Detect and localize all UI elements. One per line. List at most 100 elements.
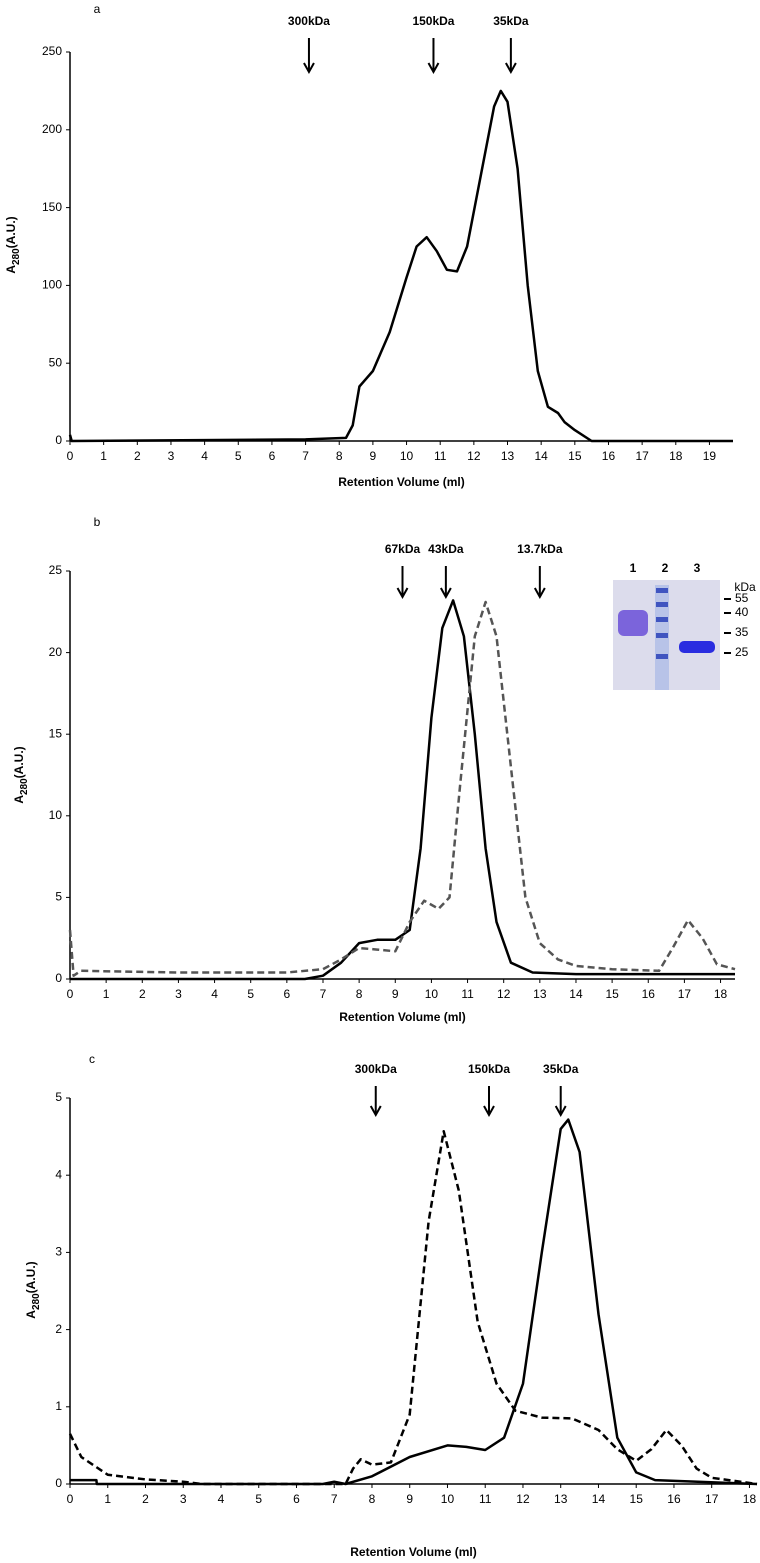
- x-tick-label: 9: [370, 449, 377, 463]
- x-tick-label: 16: [642, 987, 656, 1001]
- panel-label: b: [94, 515, 101, 529]
- y-tick-label: 4: [55, 1167, 62, 1181]
- x-tick-label: 4: [211, 987, 218, 1001]
- y-label-unit: (A.U.): [24, 1261, 38, 1293]
- x-tick-label: 18: [743, 1492, 757, 1506]
- panel-label: c: [89, 1052, 95, 1066]
- x-tick-label: 1: [104, 1492, 111, 1506]
- x-tick-label: 8: [369, 1492, 376, 1506]
- x-tick-label: 1: [103, 987, 110, 1001]
- y-tick-label: 10: [49, 808, 63, 822]
- marker-label: 300kDa: [355, 1062, 397, 1076]
- marker-arrowhead: [439, 587, 452, 600]
- marker-label: 13.7kDa: [517, 542, 563, 556]
- y-tick-label: 250: [42, 44, 62, 58]
- line-series: [70, 599, 735, 981]
- y-tick-label: 2: [55, 1322, 62, 1336]
- y-tick-label: 50: [49, 355, 63, 369]
- x-tick-label: 4: [218, 1492, 225, 1506]
- x-tick-label: 14: [592, 1492, 606, 1506]
- marker-arrowhead: [369, 1105, 382, 1118]
- x-tick-label: 6: [269, 449, 276, 463]
- y-tick-label: 0: [55, 1476, 62, 1490]
- gel-ladder-band: [656, 617, 668, 622]
- x-axis-label: Retention Volume (ml): [339, 1010, 465, 1024]
- y-tick-label: 15: [49, 726, 63, 740]
- gel-size-label: 35: [735, 625, 749, 639]
- x-axis-label: Retention Volume (ml): [350, 1545, 476, 1559]
- x-tick-label: 4: [201, 449, 208, 463]
- y-axis-label: A280(A.U.): [12, 746, 29, 803]
- y-label-main: A: [24, 1310, 38, 1319]
- y-tick-label: 150: [42, 200, 62, 214]
- y-tick-label: 200: [42, 122, 62, 136]
- x-tick-label: 3: [180, 1492, 187, 1506]
- x-tick-label: 18: [669, 449, 683, 463]
- x-tick-label: 8: [356, 987, 363, 1001]
- y-tick-label: 0: [55, 971, 62, 985]
- x-tick-label: 6: [293, 1492, 300, 1506]
- x-tick-label: 13: [533, 987, 547, 1001]
- x-tick-label: 14: [569, 987, 583, 1001]
- gel-ladder-band: [656, 633, 668, 638]
- x-tick-label: 10: [425, 987, 439, 1001]
- line-series: [70, 1118, 758, 1486]
- x-tick-label: 2: [142, 1492, 149, 1506]
- x-tick-label: 6: [284, 987, 291, 1001]
- x-tick-label: 16: [602, 449, 616, 463]
- marker-label: 35kDa: [493, 14, 529, 28]
- x-tick-label: 5: [235, 449, 242, 463]
- y-label-main: A: [12, 795, 26, 804]
- gel-unit: kDa: [734, 580, 756, 594]
- x-tick-label: 8: [336, 449, 343, 463]
- y-label-unit: (A.U.): [12, 746, 26, 778]
- x-tick-label: 0: [67, 987, 74, 1001]
- x-tick-label: 12: [497, 987, 511, 1001]
- x-tick-label: 11: [479, 1492, 492, 1506]
- x-tick-label: 5: [247, 987, 254, 1001]
- x-tick-label: 1: [100, 449, 107, 463]
- x-tick-label: 9: [392, 987, 399, 1001]
- marker-arrowhead: [427, 62, 440, 75]
- x-tick-label: 2: [134, 449, 141, 463]
- line-series: [68, 89, 733, 443]
- line-series: [68, 600, 736, 977]
- y-tick-label: 3: [55, 1245, 62, 1259]
- panel-label: a: [94, 2, 101, 16]
- marker-arrowhead: [483, 1105, 495, 1118]
- x-tick-label: 12: [516, 1492, 530, 1506]
- x-tick-label: 5: [255, 1492, 262, 1506]
- y-tick-label: 100: [42, 278, 62, 292]
- y-axis-label: A280(A.U.): [24, 1261, 41, 1318]
- marker-label: 150kDa: [468, 1062, 510, 1076]
- x-tick-label: 17: [678, 987, 692, 1001]
- gel-ladder-band: [656, 602, 668, 607]
- x-tick-label: 0: [67, 1492, 74, 1506]
- marker-label: 300kDa: [288, 14, 330, 28]
- gel-size-label: 55: [735, 591, 749, 605]
- x-tick-label: 10: [400, 449, 414, 463]
- x-tick-label: 2: [139, 987, 146, 1001]
- x-axis-label: Retention Volume (ml): [338, 475, 464, 489]
- gel-ladder-band: [656, 588, 668, 593]
- y-label-sub: 280: [19, 778, 30, 795]
- x-tick-label: 17: [705, 1492, 719, 1506]
- gel-size-label: 40: [735, 605, 749, 619]
- x-tick-label: 10: [441, 1492, 455, 1506]
- x-tick-label: 13: [501, 449, 515, 463]
- marker-arrowhead: [554, 1105, 567, 1118]
- line-series: [68, 1129, 758, 1486]
- x-tick-label: 18: [714, 987, 728, 1001]
- y-tick-label: 0: [55, 433, 62, 447]
- y-label-unit: (A.U.): [4, 216, 18, 248]
- y-axis-label: A280(A.U.): [4, 216, 21, 273]
- x-tick-label: 7: [331, 1492, 338, 1506]
- x-tick-label: 15: [568, 449, 582, 463]
- gel-lane-label: 1: [630, 561, 637, 575]
- x-tick-label: 7: [320, 987, 327, 1001]
- x-tick-label: 3: [168, 449, 175, 463]
- y-tick-label: 20: [49, 645, 63, 659]
- gel-lane-label: 3: [694, 561, 701, 575]
- x-tick-label: 7: [302, 449, 309, 463]
